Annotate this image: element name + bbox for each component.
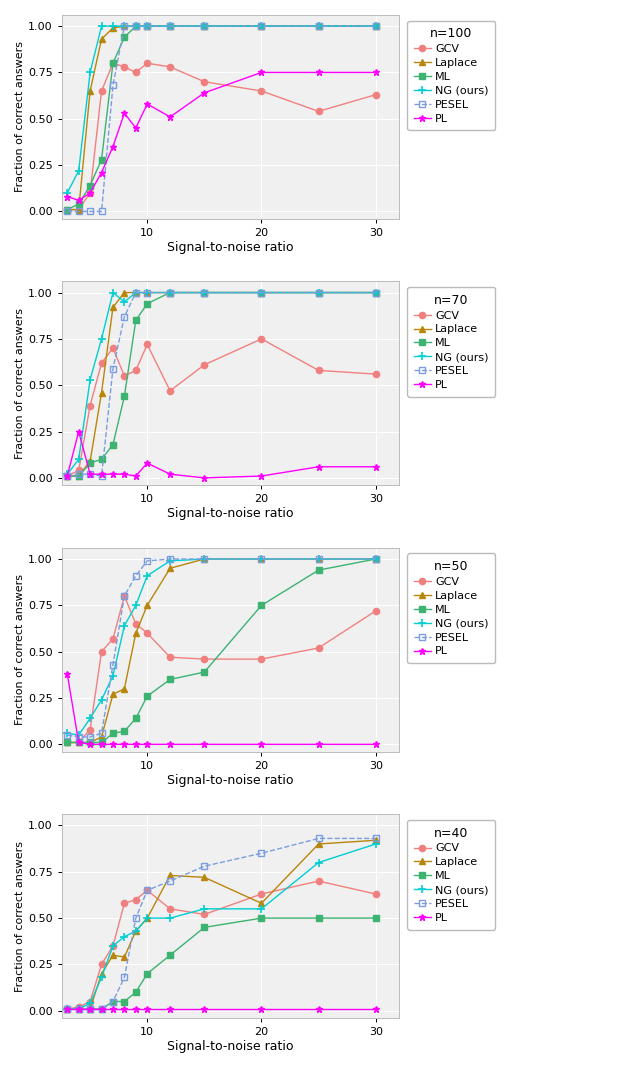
X-axis label: Signal-to-noise ratio: Signal-to-noise ratio — [167, 773, 293, 786]
Legend: GCV, Laplace, ML, NG (ours), PESEL, PL: GCV, Laplace, ML, NG (ours), PESEL, PL — [408, 20, 495, 130]
X-axis label: Signal-to-noise ratio: Signal-to-noise ratio — [167, 507, 293, 520]
Y-axis label: Fraction of correct answers: Fraction of correct answers — [15, 42, 25, 192]
Y-axis label: Fraction of correct answers: Fraction of correct answers — [15, 308, 25, 459]
Y-axis label: Fraction of correct answers: Fraction of correct answers — [15, 841, 25, 992]
Legend: GCV, Laplace, ML, NG (ours), PESEL, PL: GCV, Laplace, ML, NG (ours), PESEL, PL — [408, 287, 495, 396]
Y-axis label: Fraction of correct answers: Fraction of correct answers — [15, 575, 25, 725]
Legend: GCV, Laplace, ML, NG (ours), PESEL, PL: GCV, Laplace, ML, NG (ours), PESEL, PL — [408, 820, 495, 929]
X-axis label: Signal-to-noise ratio: Signal-to-noise ratio — [167, 240, 293, 254]
Legend: GCV, Laplace, ML, NG (ours), PESEL, PL: GCV, Laplace, ML, NG (ours), PESEL, PL — [408, 553, 495, 663]
X-axis label: Signal-to-noise ratio: Signal-to-noise ratio — [167, 1040, 293, 1053]
